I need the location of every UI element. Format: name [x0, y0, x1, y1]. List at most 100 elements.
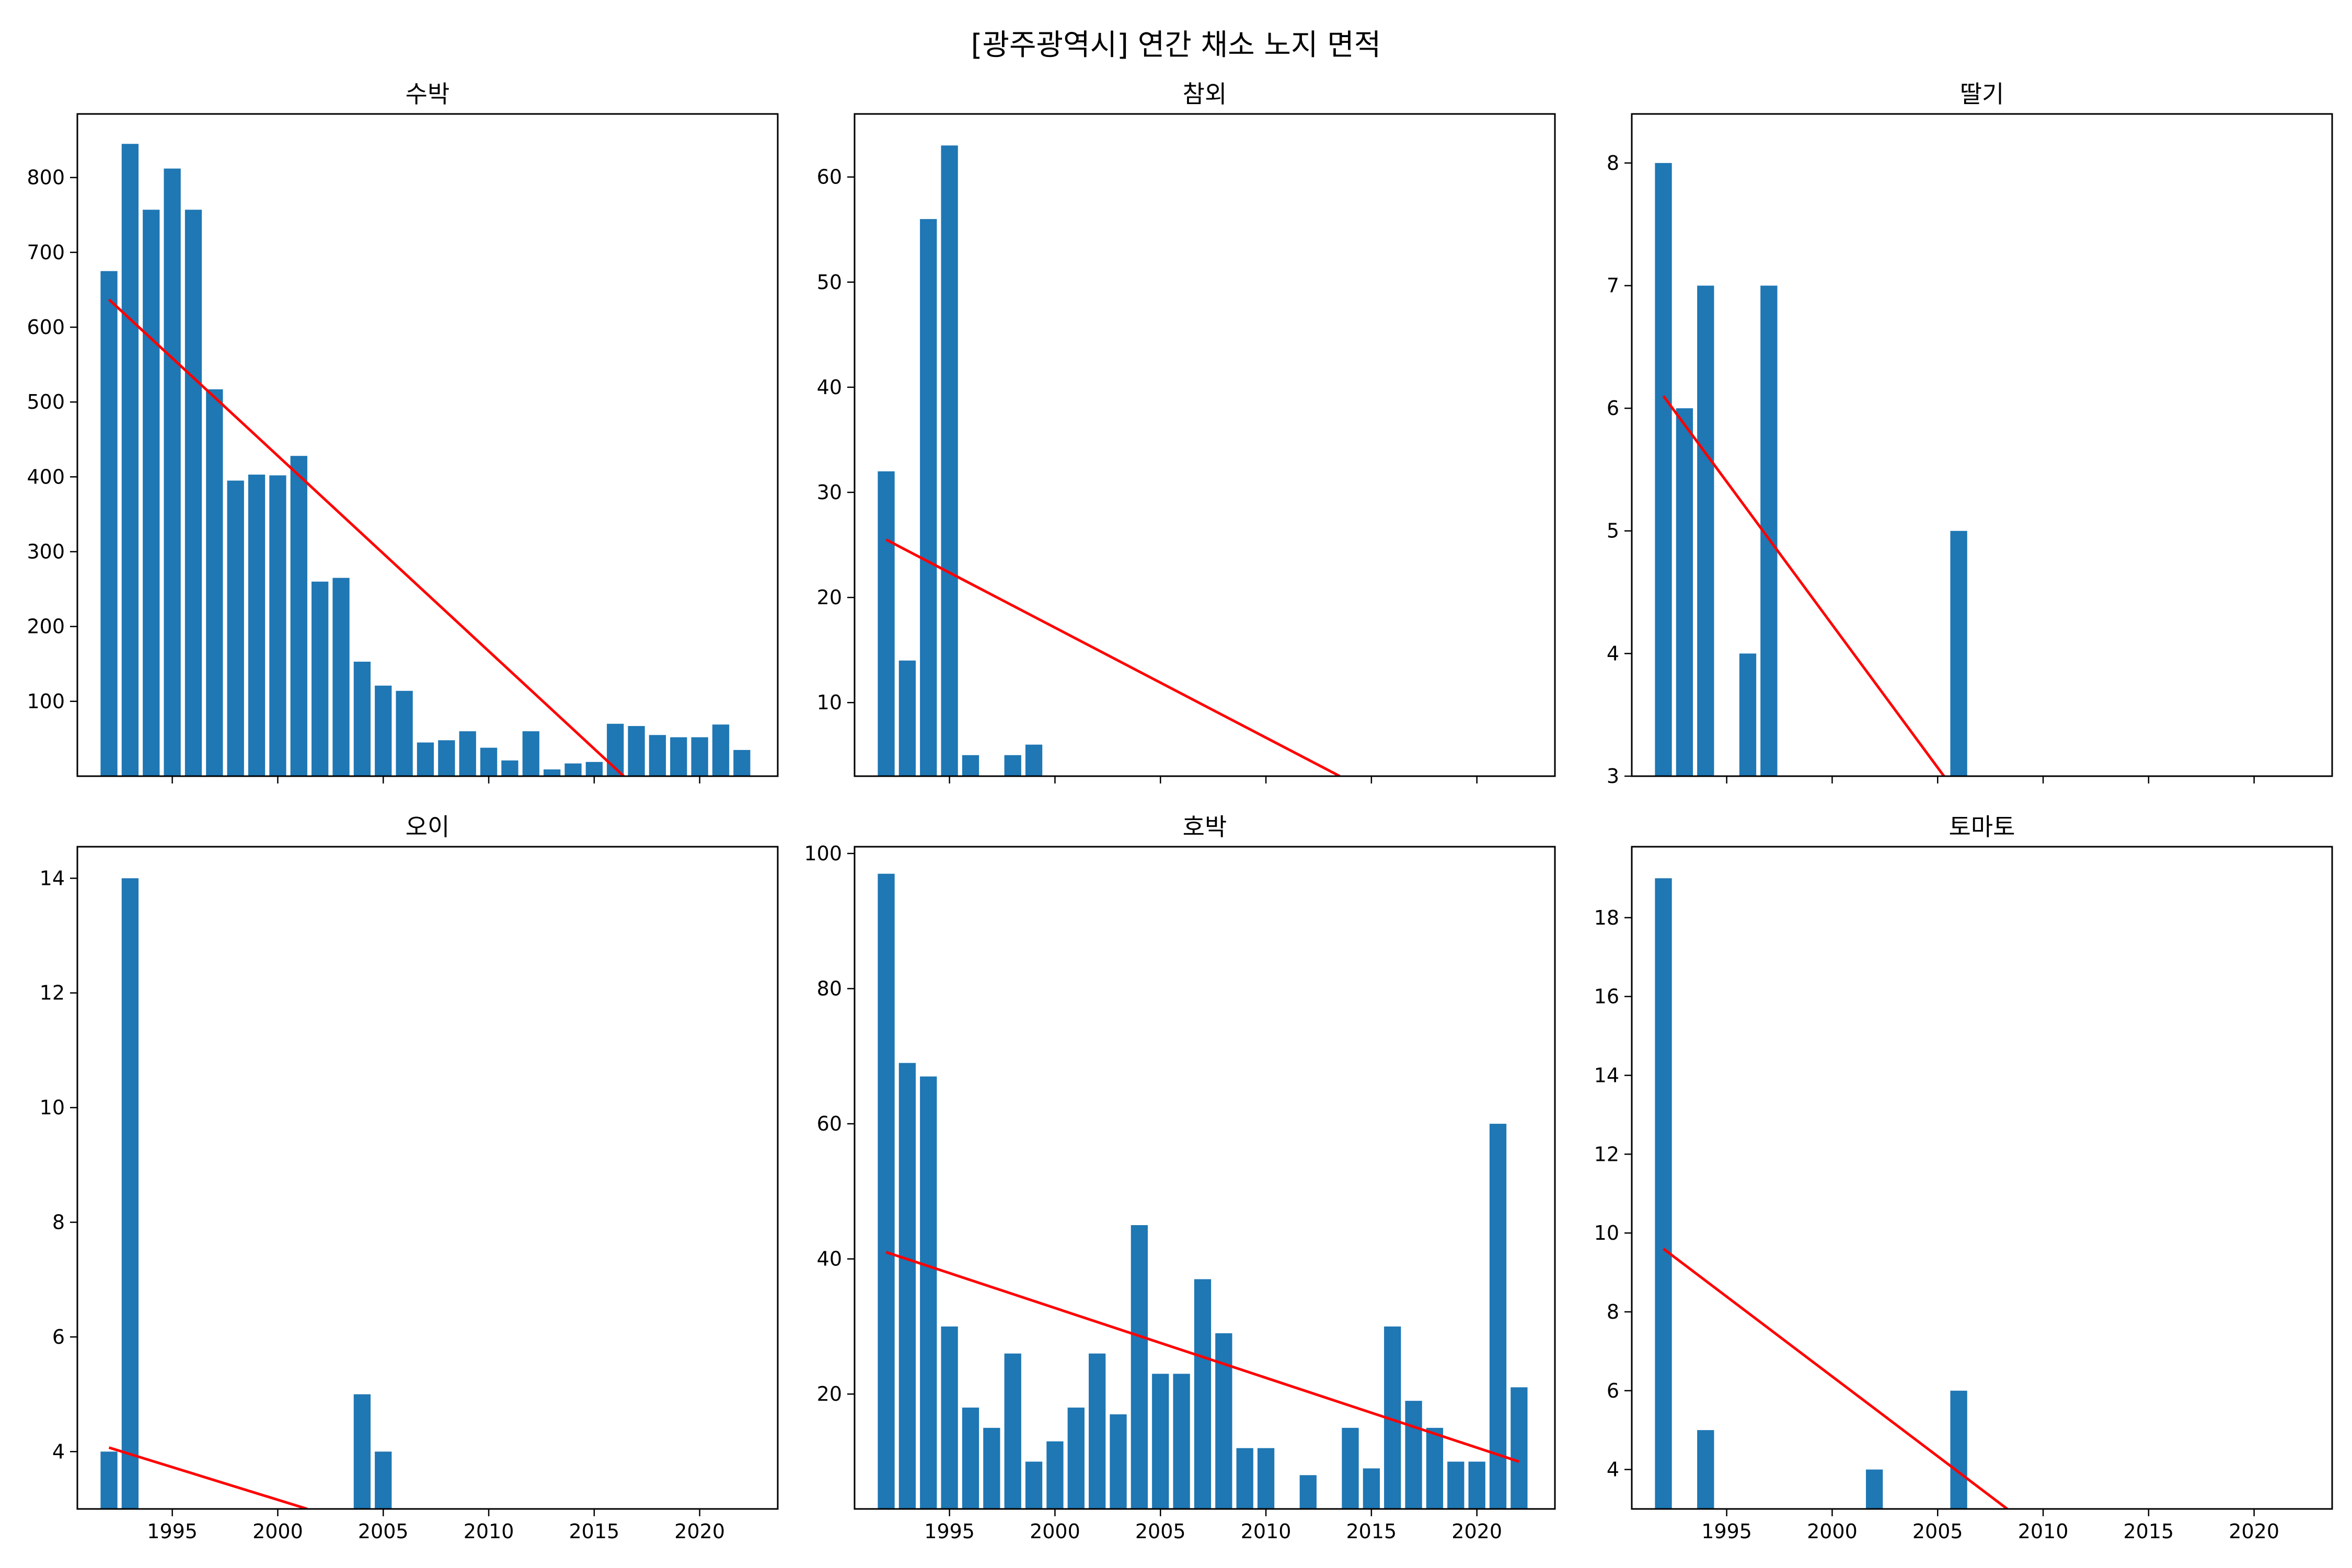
y-tick-label: 40 [817, 376, 842, 399]
bar [941, 1326, 958, 1509]
x-tick-label: 2000 [1030, 1520, 1080, 1543]
bar [1447, 1461, 1465, 1509]
axis-frame [854, 113, 1556, 777]
x-tick-label: 2000 [1807, 1520, 1858, 1543]
bar [1426, 1427, 1444, 1509]
bar [501, 760, 518, 776]
bar [121, 144, 139, 776]
y-tick-label: 12 [1594, 1143, 1619, 1166]
bar [1025, 744, 1043, 776]
bar [1025, 1461, 1043, 1509]
bar [100, 1451, 118, 1509]
bar [1131, 1225, 1148, 1509]
x-tick-label: 2010 [1241, 1520, 1292, 1543]
bar [1046, 1441, 1064, 1509]
y-tick-label: 10 [1594, 1221, 1619, 1244]
y-tick-label: 500 [27, 390, 65, 413]
bar [1405, 1401, 1422, 1509]
bar [691, 737, 708, 776]
y-tick-label: 16 [1594, 985, 1619, 1008]
bar [480, 747, 498, 776]
bar [522, 731, 539, 776]
x-tick-label: 1995 [147, 1520, 198, 1543]
panel: 10 20 30 40 50 60 참외 [817, 80, 1556, 783]
trend-line [1662, 395, 1945, 776]
bar [585, 762, 603, 776]
bar [983, 1427, 1000, 1509]
y-tick-label: 100 [804, 842, 842, 865]
panel: 3 4 5 6 7 8 딸기 [1607, 80, 2333, 788]
y-tick-label: 8 [1607, 152, 1619, 175]
x-tick-label: 2005 [1912, 1520, 1963, 1543]
bar [1655, 163, 1672, 776]
y-tick-label: 6 [1607, 397, 1619, 420]
y-tick-label: 3 [1607, 765, 1619, 788]
bar [1257, 1448, 1275, 1509]
x-tick-label: 2010 [464, 1520, 514, 1543]
x-tick-label: 2000 [252, 1520, 303, 1543]
trend-line [885, 538, 1341, 776]
bar [1110, 1414, 1127, 1509]
axis-frame [1631, 113, 2333, 777]
axis-frame [76, 113, 779, 777]
panel-title: 수박 [406, 80, 450, 108]
y-tick-label: 700 [27, 241, 65, 264]
bar [1950, 1390, 1967, 1509]
bar [1489, 1124, 1507, 1509]
trend-line [108, 1446, 308, 1509]
axis-frame [854, 846, 1556, 1510]
bar [962, 755, 979, 776]
y-tick-label: 40 [817, 1248, 842, 1271]
y-tick-label: 8 [52, 1211, 65, 1234]
bar [417, 742, 434, 776]
panel: 100 200 300 400 500 600 700 800 수박 [27, 80, 779, 783]
bar [1173, 1374, 1190, 1509]
panels: 100 200 300 400 500 600 700 800 수박 10 20 30 40 50 60 참외… [27, 80, 2333, 1543]
bar [438, 740, 455, 776]
x-tick-label: 2020 [674, 1520, 725, 1543]
bar [1194, 1279, 1212, 1509]
bar [185, 210, 202, 776]
y-tick-label: 60 [817, 1112, 842, 1135]
y-tick-label: 4 [1607, 1458, 1619, 1481]
panel-title: 호박 [1183, 813, 1227, 841]
bar [1152, 1374, 1169, 1509]
bar [1215, 1333, 1232, 1509]
axis-frame [1631, 846, 2333, 1510]
panel-title: 토마토 [1949, 813, 2015, 841]
x-tick-label: 2015 [569, 1520, 619, 1543]
y-tick-label: 10 [817, 691, 842, 714]
panel-title: 오이 [406, 813, 450, 841]
bar [1004, 1353, 1021, 1509]
y-tick-label: 20 [817, 586, 842, 609]
bar [1950, 531, 1967, 776]
y-tick-label: 4 [1607, 642, 1619, 665]
x-tick-label: 1995 [924, 1520, 975, 1543]
y-tick-label: 100 [27, 690, 65, 713]
y-tick-label: 200 [27, 615, 65, 638]
bar [962, 1408, 979, 1509]
bar [1363, 1468, 1380, 1509]
y-tick-label: 50 [817, 271, 842, 294]
bar [269, 475, 286, 776]
bar [1511, 1387, 1528, 1509]
bar [898, 1063, 916, 1509]
trend-line [108, 298, 625, 776]
bar [1697, 1430, 1714, 1509]
bar [1089, 1353, 1106, 1509]
bar [290, 456, 307, 776]
bar [1697, 285, 1714, 776]
panel-plot-area [878, 873, 1528, 1509]
x-tick-label: 2005 [358, 1520, 409, 1543]
y-tick-label: 18 [1594, 906, 1619, 929]
bar [670, 737, 687, 776]
bar [543, 769, 561, 776]
panel: 20 40 60 80 100 1995 2000 2005 2010 2015 2020 호박 [804, 813, 1556, 1543]
y-tick-label: 80 [817, 977, 842, 1000]
bar [1739, 653, 1757, 776]
trend-line [885, 1251, 1520, 1463]
bar [164, 168, 181, 776]
bar [1468, 1461, 1485, 1509]
